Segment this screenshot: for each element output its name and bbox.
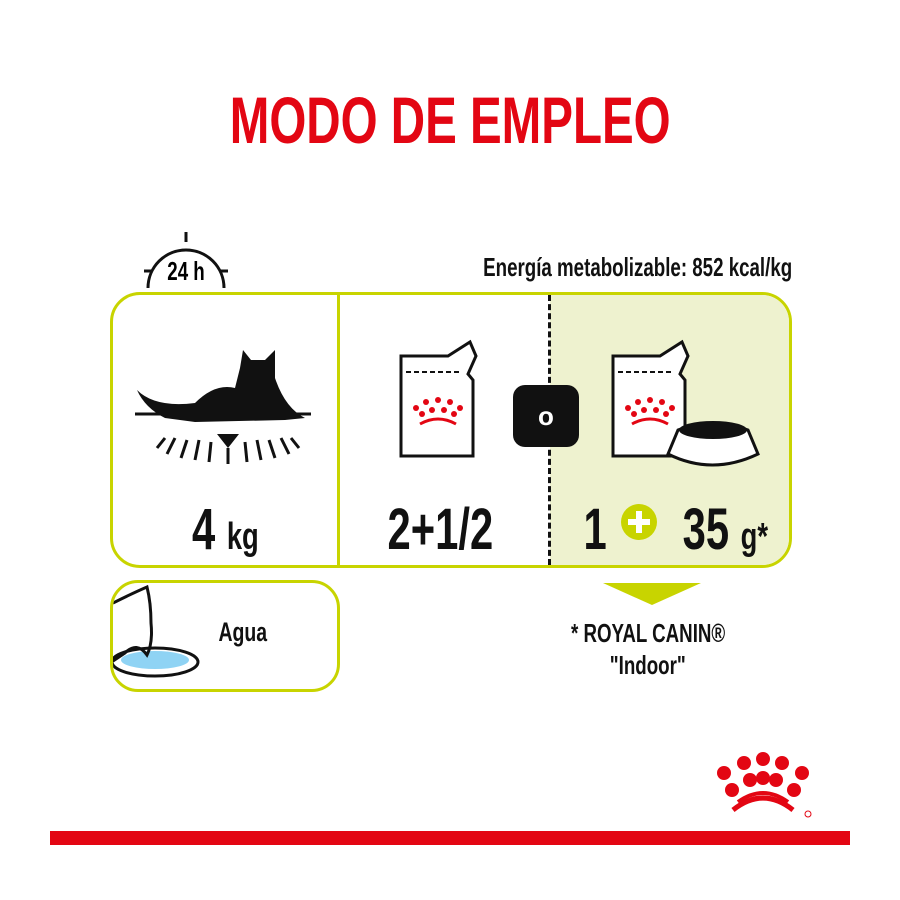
cat-drinking-icon (113, 584, 200, 678)
water-label: Agua (218, 617, 268, 647)
pouch-icon (611, 339, 690, 458)
energy-label: Energía metabolizable: 852 kcal/kg (482, 252, 792, 282)
or-badge: o (513, 385, 579, 447)
note-product: "Indoor" (610, 650, 686, 680)
weight-value: 4 kg (191, 497, 259, 562)
note-brand: * ROYAL CANIN® (570, 618, 726, 648)
option2-grams: 35 g* (682, 497, 768, 562)
royal-canin-crown-logo (717, 752, 812, 818)
option1-value: 2+1/2 (387, 497, 493, 562)
clock-label: 24 h (167, 256, 205, 286)
bowl-icon (666, 421, 760, 467)
divider (337, 295, 340, 565)
water-box: Agua (110, 580, 340, 692)
cat-lying-icon (135, 350, 311, 464)
page-title: MODO DE EMPLEO (229, 83, 671, 157)
arrow-down-icon (603, 583, 701, 605)
clock-icon (144, 232, 228, 289)
plus-icon (621, 504, 657, 540)
option2-pouches: 1 (583, 497, 607, 562)
footer-bar (50, 831, 850, 845)
pouch-icon (399, 339, 478, 458)
